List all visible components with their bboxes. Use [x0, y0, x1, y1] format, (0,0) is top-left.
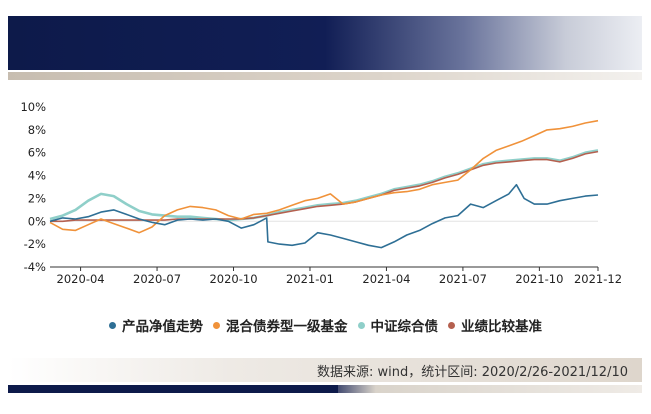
- x-tick-label: 2021-01: [286, 272, 334, 286]
- legend-dot-product-nav: [109, 321, 116, 329]
- chart-legend: 产品净值走势 混合债券型一级基金 中证综合债 业绩比较基准: [0, 314, 651, 336]
- y-tick-label: 6%: [28, 146, 46, 160]
- x-tick-label: 2020-07: [133, 272, 181, 286]
- x-tick-label: 2021-04: [362, 272, 410, 286]
- legend-item-csi-composite-bond: 中证综合债: [357, 315, 439, 335]
- legend-label-benchmark: 业绩比较基准: [461, 319, 542, 335]
- series-line-2: [49, 149, 599, 222]
- x-axis: 2020-04 2020-07 2020-10 2021-01 2021-04 2021-…: [50, 266, 622, 286]
- y-tick-label: -4%: [24, 260, 46, 274]
- y-tick-label: 0%: [28, 214, 46, 228]
- legend-label-csi-composite-bond: 中证综合债: [370, 319, 439, 335]
- legend-dot-csi-composite-bond: [357, 321, 365, 329]
- legend-dot-benchmark: [448, 321, 455, 329]
- header-banner: [8, 16, 642, 70]
- series-line-0: [49, 183, 599, 249]
- source-bar: 数据来源: wind，统计区间: 2020/2/26-2021/12/10: [8, 358, 642, 382]
- x-tick-label: 2021-07: [439, 272, 487, 286]
- line-chart: 10% 8% 6% 4% 2% 0% -2% -4% 2020-04 2020-07 2020-1…: [20, 100, 622, 286]
- series-lines: [49, 119, 599, 249]
- x-tick-label: 2020-10: [209, 272, 257, 286]
- series-line-1: [49, 119, 599, 234]
- legend-item-product-nav: 产品净值走势: [109, 315, 203, 335]
- data-source-note: 数据来源: wind，统计区间: 2020/2/26-2021/12/10: [316, 365, 628, 380]
- x-tick-label: 2020-04: [57, 272, 105, 286]
- y-axis: 10% 8% 6% 4% 2% 0% -2% -4%: [20, 100, 46, 274]
- y-tick-label: 4%: [28, 169, 46, 183]
- y-tick-label: -2%: [24, 237, 46, 251]
- footer-bar: [8, 385, 642, 393]
- x-tick-label: 2021-10: [515, 272, 563, 286]
- x-tick-label: 2021-12: [574, 272, 622, 286]
- legend-item-benchmark: 业绩比较基准: [448, 315, 542, 335]
- legend-label-mixed-bond-fund: 混合债券型一级基金: [226, 319, 348, 335]
- y-tick-label: 2%: [28, 191, 46, 205]
- legend-dot-mixed-bond-fund: [213, 321, 220, 329]
- y-tick-label: 10%: [20, 100, 46, 114]
- y-tick-label: 8%: [28, 123, 46, 137]
- header-rule: [8, 72, 642, 80]
- legend-label-product-nav: 产品净值走势: [122, 319, 203, 335]
- legend-item-mixed-bond-fund: 混合债券型一级基金: [213, 315, 348, 335]
